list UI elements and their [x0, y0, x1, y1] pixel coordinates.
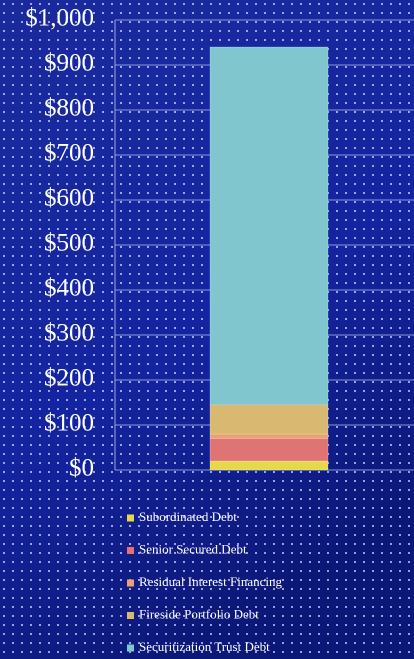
bar-segment — [209, 404, 329, 435]
legend: Subordinated Debt Senior Secured Debt Resi… — [127, 509, 282, 654]
y-tick-label: $700 — [44, 140, 94, 167]
legend-label: Subordinated Debt — [139, 509, 237, 524]
y-tick-label: $900 — [44, 50, 94, 77]
y-tick-label: $600 — [44, 185, 94, 212]
y-tick-label: $800 — [44, 95, 94, 122]
y-tick-label: $100 — [44, 410, 94, 437]
legend-swatch — [127, 514, 134, 522]
y-tick-label: $0 — [69, 455, 94, 482]
legend-label: Residual Interest Financing — [139, 574, 282, 589]
y-tick-label: $500 — [44, 230, 94, 257]
y-tick-label: $400 — [44, 275, 94, 302]
bar-segment — [209, 433, 329, 439]
legend-label: Securitization Trust Debt — [139, 639, 270, 654]
legend-swatch — [127, 644, 134, 652]
y-tick-label: $1,000 — [25, 5, 94, 32]
legend-swatch — [127, 579, 134, 587]
y-tick-label: $200 — [44, 365, 94, 392]
legend-swatch — [127, 547, 134, 554]
legend-label: Fireside Portfolio Debt — [139, 606, 259, 621]
bar-segment — [209, 46, 329, 406]
legend-swatch — [127, 612, 134, 619]
bar-segment — [209, 438, 329, 462]
bar-segment — [209, 460, 329, 471]
legend-label: Senior Secured Debt — [139, 541, 247, 556]
y-tick-label: $300 — [44, 320, 94, 347]
plot-area: $0 $100 $200 $300 $400 $500 $600 $700 $800 $900 $1… — [25, 5, 414, 482]
